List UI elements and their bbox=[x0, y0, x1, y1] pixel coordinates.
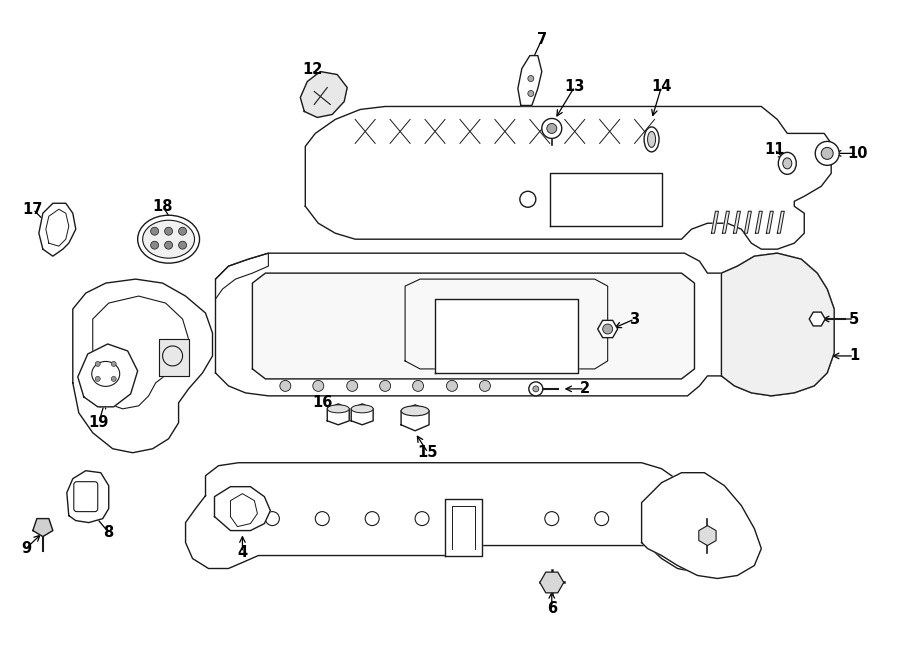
Polygon shape bbox=[723, 212, 729, 233]
Text: 11: 11 bbox=[764, 142, 785, 157]
Ellipse shape bbox=[648, 132, 655, 147]
Text: 13: 13 bbox=[564, 79, 585, 94]
Polygon shape bbox=[301, 71, 347, 118]
Circle shape bbox=[150, 241, 158, 249]
Circle shape bbox=[547, 124, 557, 134]
Polygon shape bbox=[711, 212, 718, 233]
Polygon shape bbox=[550, 173, 662, 226]
Circle shape bbox=[165, 241, 173, 249]
Circle shape bbox=[533, 386, 539, 392]
Text: 16: 16 bbox=[312, 395, 332, 410]
Circle shape bbox=[480, 380, 491, 391]
Ellipse shape bbox=[351, 405, 374, 413]
Polygon shape bbox=[67, 471, 109, 523]
Polygon shape bbox=[778, 212, 784, 233]
Polygon shape bbox=[734, 212, 741, 233]
Circle shape bbox=[346, 380, 357, 391]
Ellipse shape bbox=[778, 153, 796, 175]
Polygon shape bbox=[73, 279, 212, 453]
Circle shape bbox=[412, 380, 424, 391]
Ellipse shape bbox=[644, 127, 659, 152]
Text: 19: 19 bbox=[88, 415, 109, 430]
Circle shape bbox=[178, 241, 186, 249]
Text: 14: 14 bbox=[652, 79, 671, 94]
Polygon shape bbox=[39, 204, 76, 256]
Ellipse shape bbox=[401, 406, 429, 416]
Text: 10: 10 bbox=[847, 146, 868, 161]
Circle shape bbox=[527, 75, 534, 81]
Circle shape bbox=[112, 376, 116, 381]
Text: 7: 7 bbox=[536, 32, 547, 47]
Circle shape bbox=[313, 380, 324, 391]
Circle shape bbox=[165, 227, 173, 235]
Text: 15: 15 bbox=[418, 446, 438, 460]
Text: 4: 4 bbox=[238, 545, 248, 560]
Ellipse shape bbox=[138, 215, 200, 263]
Text: 1: 1 bbox=[849, 348, 859, 364]
Circle shape bbox=[603, 324, 613, 334]
Polygon shape bbox=[328, 404, 349, 425]
Polygon shape bbox=[215, 253, 834, 396]
Circle shape bbox=[280, 380, 291, 391]
Text: 2: 2 bbox=[580, 381, 590, 397]
Text: 9: 9 bbox=[21, 541, 31, 556]
Polygon shape bbox=[435, 299, 578, 373]
Polygon shape bbox=[744, 212, 752, 233]
Circle shape bbox=[95, 376, 100, 381]
Polygon shape bbox=[445, 498, 482, 555]
Polygon shape bbox=[351, 404, 374, 425]
Text: 17: 17 bbox=[22, 202, 43, 217]
Polygon shape bbox=[518, 56, 542, 106]
Circle shape bbox=[178, 227, 186, 235]
Polygon shape bbox=[158, 339, 189, 376]
Circle shape bbox=[542, 118, 562, 138]
Polygon shape bbox=[77, 344, 138, 407]
Circle shape bbox=[815, 141, 839, 165]
Circle shape bbox=[380, 380, 391, 391]
Text: 8: 8 bbox=[104, 525, 113, 540]
Polygon shape bbox=[722, 253, 834, 396]
Text: 18: 18 bbox=[152, 199, 173, 214]
Ellipse shape bbox=[328, 405, 349, 413]
Polygon shape bbox=[252, 273, 695, 379]
Text: 5: 5 bbox=[849, 311, 859, 327]
Circle shape bbox=[95, 362, 100, 366]
Circle shape bbox=[527, 91, 534, 97]
Circle shape bbox=[150, 227, 158, 235]
Ellipse shape bbox=[783, 158, 792, 169]
Polygon shape bbox=[185, 463, 737, 572]
Polygon shape bbox=[214, 486, 270, 531]
Circle shape bbox=[529, 382, 543, 396]
Circle shape bbox=[446, 380, 457, 391]
Polygon shape bbox=[642, 473, 761, 578]
Text: 12: 12 bbox=[302, 62, 322, 77]
Polygon shape bbox=[766, 212, 773, 233]
Text: 6: 6 bbox=[546, 601, 557, 616]
Circle shape bbox=[821, 147, 833, 159]
Text: 3: 3 bbox=[629, 311, 640, 327]
Polygon shape bbox=[305, 106, 832, 249]
Polygon shape bbox=[33, 519, 53, 537]
Polygon shape bbox=[401, 405, 429, 431]
Polygon shape bbox=[755, 212, 762, 233]
Ellipse shape bbox=[142, 220, 194, 258]
Circle shape bbox=[112, 362, 116, 366]
